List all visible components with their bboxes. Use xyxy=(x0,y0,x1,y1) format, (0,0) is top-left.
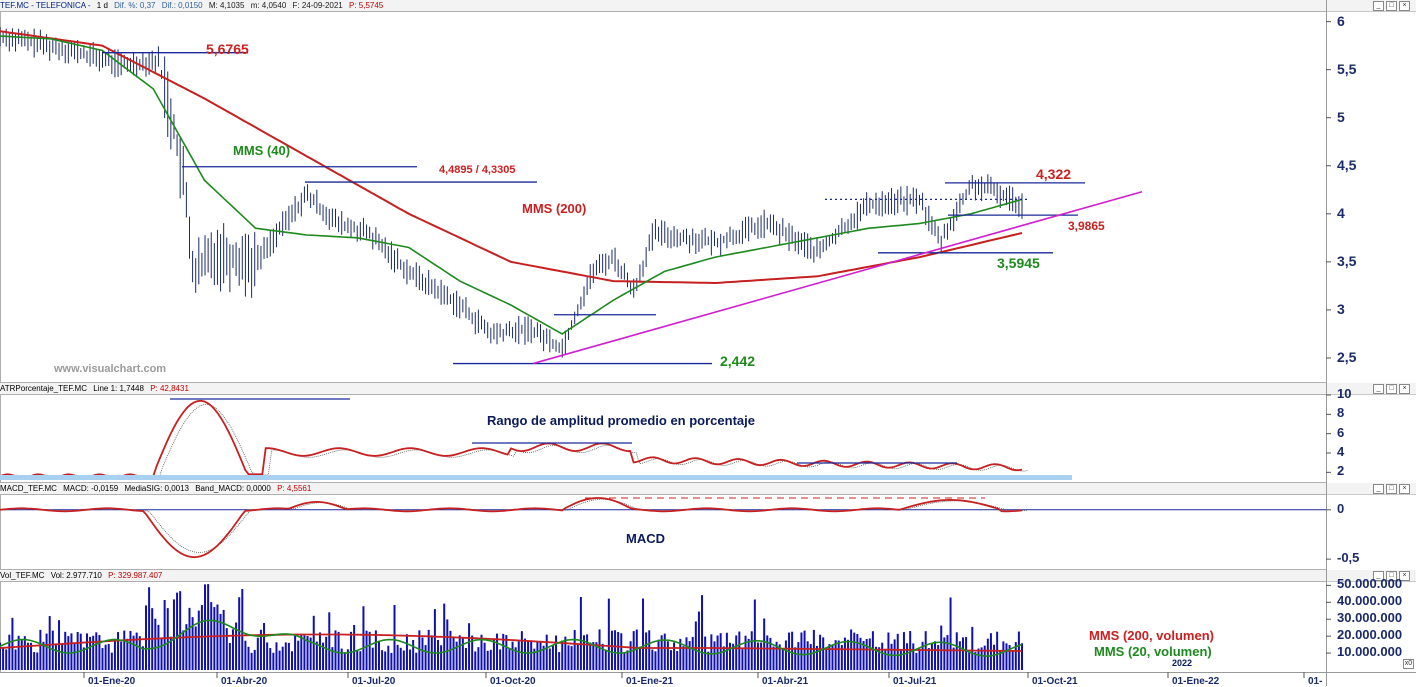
support-label-2-442: 2,442 xyxy=(720,353,756,369)
price-y-tick: 3 xyxy=(1337,300,1345,317)
price-period: 1 d xyxy=(96,1,108,10)
price-y-tick: 6 xyxy=(1337,12,1345,29)
atr-panel-label: Rango de amplitud promedio en porcentaje xyxy=(487,413,755,428)
resistance-label-5-6765: 5,6765 xyxy=(206,41,249,57)
x-tick-label: 01-Abr-20 xyxy=(221,676,268,687)
mms200-line xyxy=(0,30,1023,285)
atr-line: Line 1: 1,7448 xyxy=(93,384,144,393)
price-min: m: 4,0540 xyxy=(250,1,287,10)
macd-close-button[interactable]: × xyxy=(1399,484,1410,494)
price-dif: Dif.: 0,0150 xyxy=(161,1,203,10)
x-tick-label: 01-Jul-20 xyxy=(352,676,396,687)
x-tick-label: 01-Abr-21 xyxy=(762,676,809,687)
atr-signal-line xyxy=(5,404,1029,479)
vol-mms200-line xyxy=(0,633,1022,652)
mms40-label: MMS (40) xyxy=(233,143,291,158)
price-y-tick: 4 xyxy=(1337,204,1345,221)
atr-y-tick: 4 xyxy=(1337,444,1345,459)
price-last: P: 5,5745 xyxy=(349,1,384,10)
price-y-tick: 2,5 xyxy=(1337,348,1357,365)
atr-y-tick: 2 xyxy=(1337,463,1345,479)
x-tick-label: 01-Ene-22 xyxy=(1172,676,1220,687)
volume-y-tick: 50.000.000 xyxy=(1337,576,1403,592)
x-tick-label: 01-Ene-20 xyxy=(88,676,136,687)
macd-minimize-button[interactable]: _ xyxy=(1373,484,1384,494)
x-tick-label: 01-Oct-20 xyxy=(490,676,536,687)
volume-y-tick: 20.000.000 xyxy=(1337,627,1403,643)
atr-baseline-band xyxy=(0,475,1072,480)
price-close-button[interactable]: × xyxy=(1399,1,1410,11)
macd-p: P: 4,5561 xyxy=(277,484,312,493)
price-maximize-button[interactable]: □ xyxy=(1386,1,1397,11)
macd-maximize-button[interactable]: □ xyxy=(1386,484,1397,494)
price-date: F: 24-09-2021 xyxy=(292,1,343,10)
x-tick-label: 01- xyxy=(1308,676,1323,687)
volume-y-tick: 10.000.000 xyxy=(1337,644,1403,660)
watermark: www.visualchart.com xyxy=(54,363,167,375)
macd-y-tick: -0,5 xyxy=(1337,550,1360,566)
volume-minimize-button[interactable]: _ xyxy=(1373,571,1384,581)
atr-y-tick: 10 xyxy=(1337,386,1352,401)
price-y-tick: 3,5 xyxy=(1337,252,1357,269)
volume-close-button[interactable]: × xyxy=(1399,571,1410,581)
x-tick-label: 01-Ene-21 xyxy=(626,676,674,687)
price-y-tick: 5 xyxy=(1337,108,1345,125)
x-tick-label: 01-Oct-21 xyxy=(1032,676,1078,687)
volume-y-tick: 40.000.000 xyxy=(1337,593,1403,609)
price-max: M: 4,1035 xyxy=(208,1,245,10)
vol-mms200-label: MMS (200, volumen) xyxy=(1089,628,1214,643)
atr-line xyxy=(0,399,1023,480)
level-label-4-4895: 4,4895 / 4,3305 xyxy=(439,164,516,176)
macd-band: Band_MACD: 0,0000 xyxy=(195,484,271,493)
atr-minimize-button[interactable]: _ xyxy=(1373,384,1384,394)
atr-p: P: 42,8431 xyxy=(150,384,189,393)
volume-y-tick: 30.000.000 xyxy=(1337,610,1403,626)
macd-y-tick: 0 xyxy=(1337,500,1345,516)
macd-sig: MediaSIG: 0,0013 xyxy=(124,484,189,493)
corner-box[interactable]: x0 xyxy=(1403,659,1414,669)
atr-name: ATRPorcentaje_TEF.MC xyxy=(0,384,87,393)
support-trendline xyxy=(532,190,1143,365)
macd-value: MACD: -0,0159 xyxy=(63,484,119,493)
volume-vol: Vol: 2.977.710 xyxy=(50,571,102,580)
volume-maximize-button[interactable]: □ xyxy=(1386,571,1397,581)
price-symbol: TEF.MC - TELEFONICA - xyxy=(0,1,91,10)
atr-close-button[interactable]: × xyxy=(1399,384,1410,394)
resistance-label-4-322: 4,322 xyxy=(1036,166,1072,182)
volume-p: P: 329.987.407 xyxy=(108,571,163,580)
macd-panel-label: MACD xyxy=(626,531,665,546)
price-dif-pct: Dif. %: 0,37 xyxy=(114,1,156,10)
level-label-3-9865: 3,9865 xyxy=(1068,219,1105,233)
mms200-label: MMS (200) xyxy=(522,201,587,216)
price-y-tick: 4,5 xyxy=(1337,156,1357,173)
macd-name: MACD_TEF.MC xyxy=(0,484,57,493)
atr-maximize-button[interactable]: □ xyxy=(1386,384,1397,394)
macd-signal-line xyxy=(4,498,1028,553)
atr-y-tick: 6 xyxy=(1337,424,1345,440)
year-2022-label: 2022 xyxy=(1172,658,1193,668)
atr-y-tick: 8 xyxy=(1337,405,1345,421)
price-y-tick: 5,5 xyxy=(1337,60,1357,77)
support-label-3-5945: 3,5945 xyxy=(997,255,1040,271)
price-minimize-button[interactable]: _ xyxy=(1373,1,1384,11)
vol-mms20-label: MMS (20, volumen) xyxy=(1094,644,1212,659)
volume-name: Vol_TEF.MC xyxy=(0,571,45,580)
mms40-line xyxy=(0,35,1023,335)
vol-mms20-line xyxy=(0,619,1023,658)
panel-frame-atr xyxy=(0,394,1327,483)
macd-line xyxy=(0,497,1023,559)
x-tick-label: 01-Jul-21 xyxy=(893,676,937,687)
